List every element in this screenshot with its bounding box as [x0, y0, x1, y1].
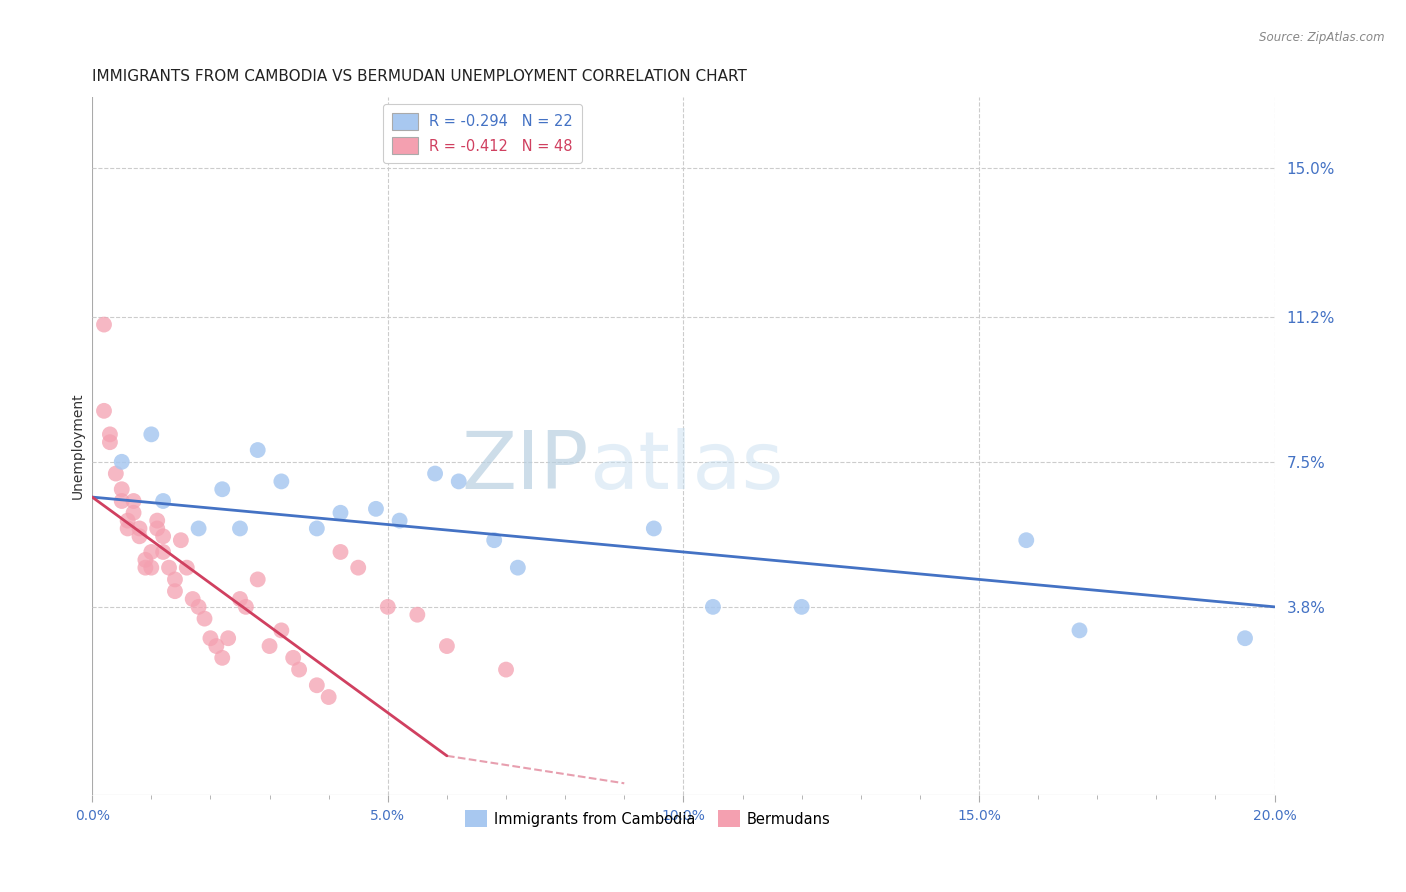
Text: IMMIGRANTS FROM CAMBODIA VS BERMUDAN UNEMPLOYMENT CORRELATION CHART: IMMIGRANTS FROM CAMBODIA VS BERMUDAN UNE… [93, 69, 747, 84]
Point [702, 599, 724, 614]
Y-axis label: Unemployment: Unemployment [72, 392, 86, 500]
Point [364, 501, 387, 516]
Point [229, 521, 252, 535]
Point [152, 529, 174, 543]
Point [117, 521, 139, 535]
Point [98, 435, 121, 450]
Point [329, 545, 352, 559]
Point [1069, 624, 1091, 638]
Point [318, 690, 340, 704]
Point [111, 455, 134, 469]
Point [388, 514, 411, 528]
Point [246, 573, 269, 587]
Point [1015, 533, 1038, 548]
Point [482, 533, 505, 548]
Point [377, 599, 399, 614]
Point [163, 584, 186, 599]
Point [305, 678, 328, 692]
Text: Source: ZipAtlas.com: Source: ZipAtlas.com [1260, 31, 1385, 45]
Point [152, 545, 174, 559]
Point [283, 650, 305, 665]
Point [141, 560, 163, 574]
Legend: Immigrants from Cambodia, Bermudans: Immigrants from Cambodia, Bermudans [460, 805, 837, 833]
Point [643, 521, 665, 535]
Point [423, 467, 446, 481]
Point [229, 592, 252, 607]
Point [146, 521, 169, 535]
Point [163, 573, 186, 587]
Point [104, 467, 127, 481]
Point [134, 560, 156, 574]
Point [447, 475, 470, 489]
Point [329, 506, 352, 520]
Point [111, 482, 134, 496]
Point [270, 475, 292, 489]
Point [495, 663, 517, 677]
Point [790, 599, 813, 614]
Point [211, 482, 233, 496]
Point [217, 631, 239, 645]
Point [98, 427, 121, 442]
Text: ZIP: ZIP [461, 428, 589, 506]
Point [347, 560, 370, 574]
Point [193, 612, 215, 626]
Point [128, 521, 150, 535]
Point [205, 639, 228, 653]
Point [211, 650, 233, 665]
Point [259, 639, 281, 653]
Point [141, 427, 163, 442]
Point [176, 560, 198, 574]
Point [146, 514, 169, 528]
Point [436, 639, 458, 653]
Point [93, 318, 115, 332]
Point [506, 560, 529, 574]
Point [170, 533, 193, 548]
Point [141, 545, 163, 559]
Point [406, 607, 429, 622]
Point [187, 521, 209, 535]
Point [270, 624, 292, 638]
Point [288, 663, 311, 677]
Point [93, 404, 115, 418]
Point [157, 560, 180, 574]
Text: atlas: atlas [589, 428, 783, 506]
Point [111, 494, 134, 508]
Point [117, 514, 139, 528]
Point [200, 631, 222, 645]
Point [187, 599, 209, 614]
Point [122, 506, 145, 520]
Point [246, 443, 269, 458]
Point [128, 529, 150, 543]
Point [305, 521, 328, 535]
Point [235, 599, 257, 614]
Point [181, 592, 204, 607]
Point [134, 553, 156, 567]
Point [152, 494, 174, 508]
Point [1234, 631, 1257, 645]
Point [122, 494, 145, 508]
